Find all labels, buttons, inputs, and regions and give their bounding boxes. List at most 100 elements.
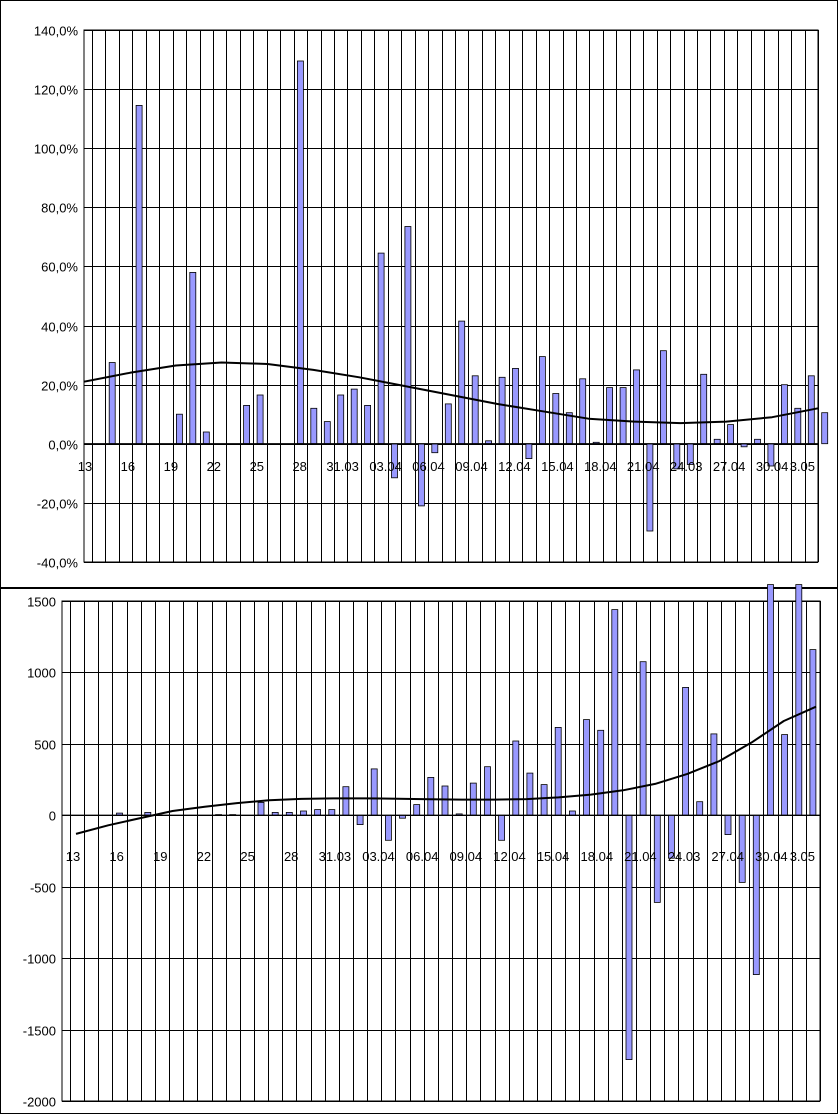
bar bbox=[633, 369, 640, 445]
bar bbox=[752, 814, 760, 975]
bar bbox=[300, 810, 307, 816]
bar bbox=[710, 733, 718, 816]
bar bbox=[256, 394, 264, 445]
x-tick-label: 16 bbox=[121, 459, 135, 474]
y-tick-label: 100,0% bbox=[34, 142, 79, 157]
bar bbox=[364, 404, 372, 445]
bar bbox=[554, 727, 562, 816]
bar bbox=[328, 809, 336, 816]
bar bbox=[696, 801, 704, 816]
y-tick-label: -2000 bbox=[23, 1095, 56, 1110]
bar bbox=[202, 431, 210, 445]
x-tick-label: 25 bbox=[240, 849, 254, 864]
y-tick-label: -20,0% bbox=[37, 497, 79, 512]
x-tick-label: 21.04 bbox=[627, 459, 660, 474]
plot-area bbox=[83, 29, 819, 563]
bar bbox=[539, 356, 546, 445]
y-tick-label: 1000 bbox=[27, 666, 56, 681]
bar bbox=[413, 804, 421, 816]
y-tick-label: -500 bbox=[30, 881, 56, 896]
bar bbox=[713, 438, 721, 445]
x-tick-label: 16 bbox=[109, 849, 123, 864]
bar bbox=[471, 375, 479, 445]
bar bbox=[606, 387, 613, 445]
x-tick-label: 13 bbox=[78, 459, 92, 474]
bar bbox=[427, 777, 435, 816]
x-tick-label: 19 bbox=[164, 459, 178, 474]
y-tick-label: -1500 bbox=[23, 1024, 56, 1039]
bar bbox=[356, 814, 364, 825]
bar bbox=[384, 814, 392, 841]
y-tick-label: -1000 bbox=[23, 952, 56, 967]
x-tick-label: 31.03 bbox=[319, 849, 352, 864]
bar bbox=[441, 785, 449, 816]
x-tick-label: 06.04 bbox=[412, 459, 445, 474]
bar bbox=[189, 271, 197, 445]
bar bbox=[700, 373, 708, 445]
bar bbox=[597, 729, 605, 816]
bar bbox=[458, 320, 466, 445]
x-tick-label: 18.04 bbox=[584, 459, 617, 474]
bar bbox=[310, 407, 318, 445]
x-tick-label: 27.04 bbox=[713, 459, 746, 474]
bar bbox=[583, 719, 590, 816]
x-tick-label: 22 bbox=[197, 849, 211, 864]
x-tick-label: 30.04 bbox=[756, 459, 789, 474]
bar bbox=[639, 661, 647, 816]
x-tick-label: 24.03 bbox=[668, 849, 701, 864]
bar bbox=[540, 784, 548, 816]
x-tick-label: 09.04 bbox=[455, 459, 488, 474]
bar bbox=[682, 687, 689, 816]
bar bbox=[314, 809, 322, 816]
x-tick-label: 03.04 bbox=[362, 849, 395, 864]
bar bbox=[767, 584, 774, 816]
x-tick-label: 21.04 bbox=[624, 849, 657, 864]
y-tick-label: 60,0% bbox=[41, 260, 78, 275]
y-tick-label: 20,0% bbox=[41, 379, 78, 394]
bar bbox=[565, 412, 573, 445]
bar bbox=[350, 388, 358, 445]
bar bbox=[296, 60, 304, 445]
x-tick-label: 22 bbox=[207, 459, 221, 474]
trend-line bbox=[83, 361, 819, 425]
chart-panel-2: 1500 1000 500 0 -500 -1000 -1500 -2000 13 16 19 22 2… bbox=[0, 584, 838, 1114]
x-tick-label: 15.04 bbox=[541, 459, 574, 474]
bar bbox=[821, 412, 829, 445]
x-tick-label: 31.03 bbox=[326, 459, 359, 474]
bar bbox=[646, 443, 654, 532]
bar bbox=[579, 378, 587, 445]
bar bbox=[135, 105, 143, 445]
y-tick-label: 500 bbox=[34, 738, 56, 753]
x-tick-label: 03.04 bbox=[369, 459, 402, 474]
y-tick-label: 40,0% bbox=[41, 320, 78, 335]
bar bbox=[619, 387, 627, 445]
y-tick-label: 120,0% bbox=[34, 83, 79, 98]
x-tick-label: 12.04 bbox=[493, 849, 526, 864]
bar bbox=[484, 766, 491, 816]
y-tick-label: -40,0% bbox=[37, 556, 79, 571]
x-tick-label: 15.04 bbox=[537, 849, 570, 864]
bar bbox=[724, 814, 732, 835]
x-tick-label: 3.05 bbox=[790, 849, 815, 864]
x-tick-label: 3.05 bbox=[790, 459, 815, 474]
bar bbox=[552, 393, 560, 445]
bar bbox=[108, 362, 116, 445]
bar bbox=[781, 734, 788, 816]
x-tick-label: 09.04 bbox=[450, 849, 483, 864]
bar bbox=[809, 649, 817, 816]
x-tick-label: 28 bbox=[284, 849, 298, 864]
x-tick-label: 18.04 bbox=[581, 849, 614, 864]
x-tick-label: 06.04 bbox=[406, 849, 439, 864]
y-tick-label: 140,0% bbox=[34, 24, 79, 39]
bar bbox=[323, 421, 331, 445]
bar bbox=[512, 740, 520, 816]
y-tick-label: 1500 bbox=[27, 595, 56, 610]
x-tick-label: 27.04 bbox=[711, 849, 744, 864]
bar bbox=[660, 350, 667, 445]
x-tick-label: 13 bbox=[66, 849, 80, 864]
y-tick-label: 80,0% bbox=[41, 201, 78, 216]
bar bbox=[444, 403, 452, 445]
x-tick-label: 19 bbox=[153, 849, 167, 864]
bar bbox=[498, 376, 506, 445]
